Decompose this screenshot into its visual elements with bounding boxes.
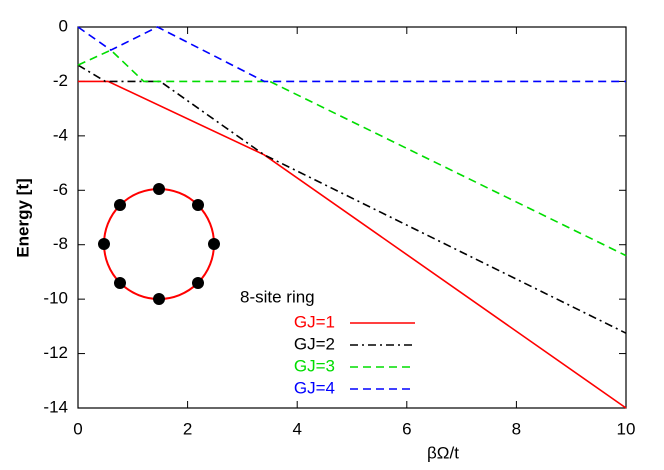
y-axis-label: Energy [t] (13, 178, 32, 257)
x-tick-label: 2 (183, 419, 192, 438)
legend-title: 8-site ring (240, 287, 315, 306)
x-axis-label: βΩ/t (427, 443, 459, 462)
y-tick-label: -6 (53, 180, 68, 199)
legend-label: GJ=2 (294, 334, 335, 353)
x-tick-label: 0 (73, 419, 82, 438)
series-line (77, 64, 627, 334)
plot-frame (77, 26, 627, 409)
y-tick-label: 0 (59, 16, 68, 35)
y-tick-label: -2 (53, 71, 68, 90)
y-tick-label: -12 (43, 343, 68, 362)
x-tick-label: 10 (617, 419, 636, 438)
legend-label: GJ=4 (294, 378, 335, 397)
series-line (77, 49, 627, 257)
y-tick-label: -4 (53, 125, 68, 144)
legend-label: GJ=3 (294, 356, 335, 375)
ring-inset (98, 183, 220, 305)
x-tick-label: 8 (512, 419, 521, 438)
y-tick-label: -14 (43, 397, 68, 416)
y-tick-label: -10 (43, 289, 68, 308)
x-tick-label: 6 (402, 419, 411, 438)
y-tick-label: -8 (53, 234, 68, 253)
series-line (77, 26, 626, 83)
series-line (78, 80, 627, 409)
legend-label: GJ=1 (294, 312, 335, 331)
x-tick-label: 4 (292, 419, 301, 438)
